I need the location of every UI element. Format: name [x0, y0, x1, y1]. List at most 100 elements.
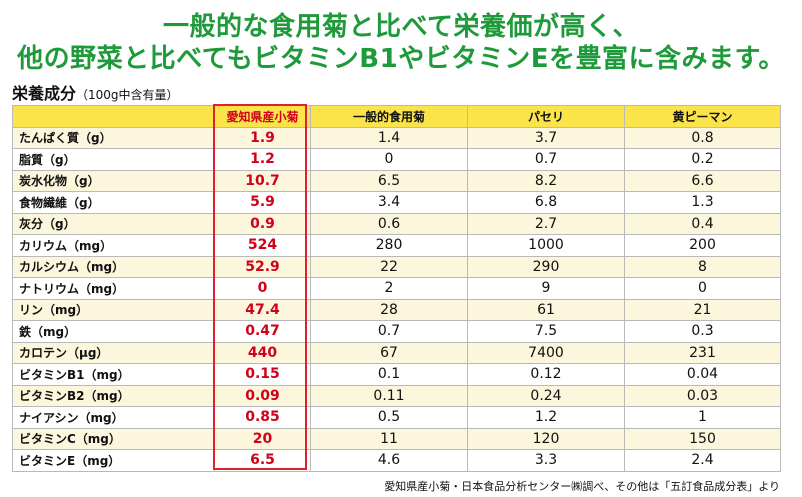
value-general-chrysanthemum: 3.4	[310, 191, 468, 214]
headline-line-1: 一般的な食用菊と比べて栄養価が高く、	[163, 12, 639, 42]
section-note: （100g中含有量）	[76, 88, 179, 102]
value-parsley: 8.2	[467, 169, 625, 192]
value-parsley: 61	[467, 298, 625, 321]
value-aichi-kogiku: 0.09	[214, 384, 311, 407]
nutrient-label: ナトリウム（mg）	[12, 277, 215, 300]
headline-line-2: 他の野菜と比べてもビタミンB1やビタミンEを豊富に含みます。	[17, 44, 785, 74]
value-parsley: 0.24	[467, 384, 625, 407]
table-row: ナトリウム（mg） 0 2 9 0	[12, 277, 781, 300]
value-parsley: 0.12	[467, 363, 625, 386]
table-row: ナイアシン（mg） 0.85 0.5 1.2 1	[12, 406, 781, 429]
table-row: 鉄（mg） 0.47 0.7 7.5 0.3	[12, 320, 781, 343]
table-row: カリウム（mg） 524 280 1000 200	[12, 234, 781, 257]
table-row: 脂質（g） 1.2 0 0.7 0.2	[12, 148, 781, 171]
value-parsley: 3.3	[467, 449, 625, 472]
value-yellow-pepper: 0.8	[624, 126, 781, 149]
value-yellow-pepper: 0.2	[624, 148, 781, 171]
section-header: 栄養成分（100g中含有量）	[12, 80, 179, 104]
header-cell-item	[12, 105, 215, 128]
nutrient-label: カリウム（mg）	[12, 234, 215, 257]
nutrient-label: 炭水化物（g）	[12, 169, 215, 192]
value-yellow-pepper: 200	[624, 234, 781, 257]
value-general-chrysanthemum: 2	[310, 277, 468, 300]
nutrient-label: カロテン（μg）	[12, 341, 215, 364]
section-title: 栄養成分	[12, 84, 77, 103]
value-yellow-pepper: 8	[624, 255, 781, 278]
header-cell-general-chrysanthemum: 一般的食用菊	[310, 105, 468, 128]
value-aichi-kogiku: 0.47	[214, 320, 311, 343]
table-row: カルシウム（mg） 52.9 22 290 8	[12, 255, 781, 278]
value-general-chrysanthemum: 0	[310, 148, 468, 171]
table-row: 食物繊維（g） 5.9 3.4 6.8 1.3	[12, 191, 781, 214]
table-header-row: 愛知県産小菊 一般的食用菊 パセリ 黄ピーマン	[12, 105, 781, 128]
value-general-chrysanthemum: 4.6	[310, 449, 468, 472]
value-parsley: 1000	[467, 234, 625, 257]
table-row: たんぱく質（g） 1.9 1.4 3.7 0.8	[12, 126, 781, 149]
value-parsley: 2.7	[467, 212, 625, 235]
value-aichi-kogiku: 524	[214, 234, 311, 257]
value-general-chrysanthemum: 67	[310, 341, 468, 364]
value-general-chrysanthemum: 1.4	[310, 126, 468, 149]
nutrient-label: ビタミンC（mg）	[12, 427, 215, 450]
value-parsley: 7400	[467, 341, 625, 364]
header-cell-aichi-kogiku: 愛知県産小菊	[214, 105, 311, 128]
value-aichi-kogiku: 0.9	[214, 212, 311, 235]
value-aichi-kogiku: 1.2	[214, 148, 311, 171]
value-general-chrysanthemum: 0.11	[310, 384, 468, 407]
value-general-chrysanthemum: 280	[310, 234, 468, 257]
nutrient-label: 灰分（g）	[12, 212, 215, 235]
value-yellow-pepper: 1	[624, 406, 781, 429]
value-aichi-kogiku: 440	[214, 341, 311, 364]
value-aichi-kogiku: 0.15	[214, 363, 311, 386]
table-row: 炭水化物（g） 10.7 6.5 8.2 6.6	[12, 169, 781, 192]
value-parsley: 1.2	[467, 406, 625, 429]
nutrient-label: 鉄（mg）	[12, 320, 215, 343]
nutrient-label: 食物繊維（g）	[12, 191, 215, 214]
value-aichi-kogiku: 47.4	[214, 298, 311, 321]
nutrient-label: たんぱく質（g）	[12, 126, 215, 149]
table-row: 灰分（g） 0.9 0.6 2.7 0.4	[12, 212, 781, 235]
nutrient-label: ビタミンB2（mg）	[12, 384, 215, 407]
value-yellow-pepper: 0.3	[624, 320, 781, 343]
value-yellow-pepper: 0.03	[624, 384, 781, 407]
value-general-chrysanthemum: 0.1	[310, 363, 468, 386]
nutrient-label: カルシウム（mg）	[12, 255, 215, 278]
nutrient-label: ナイアシン（mg）	[12, 406, 215, 429]
value-yellow-pepper: 0.04	[624, 363, 781, 386]
value-aichi-kogiku: 6.5	[214, 449, 311, 472]
value-general-chrysanthemum: 11	[310, 427, 468, 450]
table-row: ビタミンB1（mg） 0.15 0.1 0.12 0.04	[12, 363, 781, 386]
value-general-chrysanthemum: 28	[310, 298, 468, 321]
nutrient-label: ビタミンE（mg）	[12, 449, 215, 472]
source-note: 愛知県産小菊・日本食品分析センター㈱調べ、その他は「五訂食品成分表」より	[384, 480, 780, 493]
value-yellow-pepper: 21	[624, 298, 781, 321]
value-general-chrysanthemum: 6.5	[310, 169, 468, 192]
table-row: ビタミンB2（mg） 0.09 0.11 0.24 0.03	[12, 384, 781, 407]
value-general-chrysanthemum: 0.5	[310, 406, 468, 429]
value-yellow-pepper: 231	[624, 341, 781, 364]
value-parsley: 3.7	[467, 126, 625, 149]
value-parsley: 6.8	[467, 191, 625, 214]
value-parsley: 9	[467, 277, 625, 300]
value-parsley: 7.5	[467, 320, 625, 343]
value-parsley: 290	[467, 255, 625, 278]
value-parsley: 120	[467, 427, 625, 450]
value-yellow-pepper: 0	[624, 277, 781, 300]
value-yellow-pepper: 0.4	[624, 212, 781, 235]
value-yellow-pepper: 1.3	[624, 191, 781, 214]
table-row: リン（mg） 47.4 28 61 21	[12, 298, 781, 321]
value-aichi-kogiku: 10.7	[214, 169, 311, 192]
value-aichi-kogiku: 0	[214, 277, 311, 300]
header-cell-yellow-pepper: 黄ピーマン	[624, 105, 781, 128]
nutrient-label: ビタミンB1（mg）	[12, 363, 215, 386]
value-aichi-kogiku: 52.9	[214, 255, 311, 278]
value-parsley: 0.7	[467, 148, 625, 171]
table-row: ビタミンC（mg） 20 11 120 150	[12, 427, 781, 450]
table-row: ビタミンE（mg） 6.5 4.6 3.3 2.4	[12, 449, 781, 472]
value-yellow-pepper: 6.6	[624, 169, 781, 192]
nutrition-table: 愛知県産小菊 一般的食用菊 パセリ 黄ピーマン たんぱく質（g） 1.9 1.4 3.…	[12, 105, 781, 472]
table-row: カロテン（μg） 440 67 7400 231	[12, 341, 781, 364]
nutrient-label: リン（mg）	[12, 298, 215, 321]
value-general-chrysanthemum: 0.6	[310, 212, 468, 235]
value-aichi-kogiku: 5.9	[214, 191, 311, 214]
